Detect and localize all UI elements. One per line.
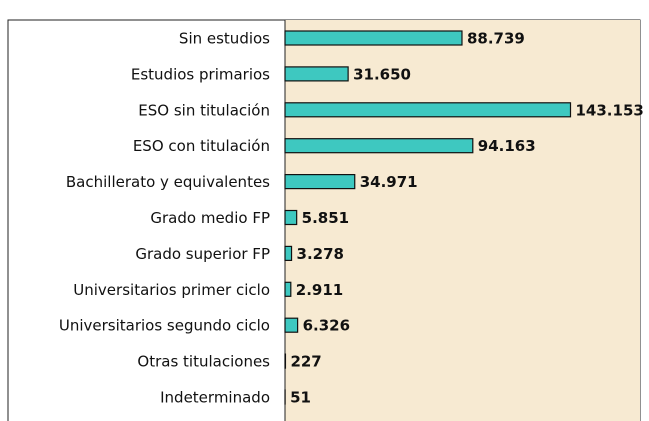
value-label: 34.971	[360, 173, 418, 191]
category-label: Estudios primarios	[131, 65, 270, 83]
category-label: ESO sin titulación	[138, 101, 270, 119]
value-label: 2.911	[296, 281, 343, 299]
category-label: Sin estudios	[179, 30, 270, 48]
plot-area	[285, 20, 640, 421]
category-label: Grado medio FP	[150, 209, 270, 227]
category-label: Indeterminado	[160, 389, 270, 407]
value-label: 94.163	[478, 137, 536, 155]
value-label: 227	[290, 353, 321, 371]
value-label: 88.739	[467, 30, 525, 48]
value-label: 5.851	[302, 209, 349, 227]
category-label: ESO con titulación	[133, 137, 270, 155]
bar	[284, 317, 299, 333]
bar	[284, 138, 474, 154]
bar	[284, 209, 298, 226]
value-label: 31.650	[353, 65, 411, 83]
category-label: Bachillerato y equivalentes	[66, 173, 270, 191]
bar	[284, 281, 292, 297]
bar	[284, 30, 463, 46]
category-label: Otras titulaciones	[137, 353, 270, 371]
bar	[284, 102, 572, 118]
bar	[284, 66, 349, 82]
category-label: Grado superior FP	[135, 245, 270, 263]
category-label: Universitarios segundo ciclo	[59, 317, 270, 335]
bar	[284, 174, 356, 190]
value-label: 3.278	[297, 245, 344, 263]
value-label: 6.326	[303, 317, 350, 335]
value-label: 143.153	[576, 101, 644, 119]
value-label: 51	[290, 389, 311, 407]
bar	[284, 245, 293, 261]
category-label: Universitarios primer ciclo	[73, 281, 270, 299]
